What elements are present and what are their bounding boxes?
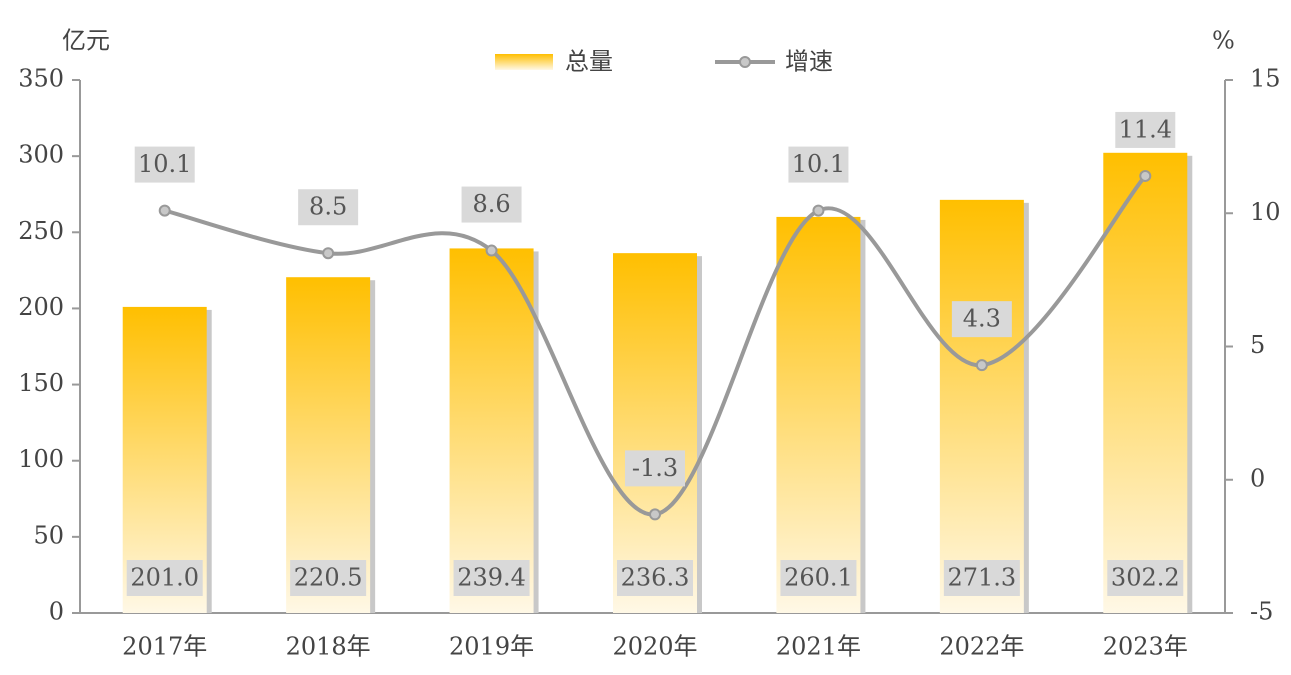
- y-tick-label: 50: [33, 521, 64, 549]
- y-tick-label: 100: [18, 445, 64, 473]
- bar-value-label: 201.0: [130, 564, 199, 592]
- line-marker: [812, 204, 825, 217]
- legend-label: 增速: [785, 48, 833, 76]
- y2-tick-label: -5: [1250, 598, 1273, 626]
- bar-value-label-box: [453, 560, 530, 596]
- y-tick-label: 0: [49, 598, 64, 626]
- line-value-label: 4.3: [963, 305, 1001, 333]
- line-value-label-box: [625, 450, 685, 487]
- bar-value-label: 260.1: [784, 564, 853, 592]
- bar-value-label: 302.2: [1111, 564, 1180, 592]
- line-marker: [158, 204, 171, 217]
- x-tick-label: 2023年: [1103, 633, 1188, 661]
- bar-value-label: 220.5: [294, 564, 363, 592]
- line-marker: [1139, 169, 1152, 182]
- y-tick-label: 200: [18, 293, 64, 321]
- y-tick-label: 150: [18, 369, 64, 397]
- legend-label: 总量: [565, 48, 613, 76]
- bar-value-label-box: [780, 560, 857, 596]
- bar-value-label-box: [1107, 560, 1184, 596]
- line-value-label: 10.1: [138, 150, 191, 178]
- line-value-label-box: [788, 146, 849, 183]
- line-value-label: -1.3: [632, 454, 678, 482]
- bar-value-label: 236.3: [621, 564, 690, 592]
- bar-value-label: 239.4: [457, 564, 526, 592]
- y2-tick-label: 0: [1250, 464, 1265, 492]
- bar: [1103, 152, 1188, 613]
- bar-value-label-box: [126, 560, 203, 596]
- y-tick-label: 250: [18, 217, 64, 245]
- bar: [449, 248, 534, 614]
- line-value-label: 8.5: [309, 193, 347, 221]
- x-tick-label: 2019年: [449, 633, 534, 661]
- line-marker: [322, 247, 335, 260]
- y2-tick-label: 10: [1250, 198, 1281, 226]
- x-tick-label: 2020年: [612, 633, 697, 661]
- bar: [613, 253, 697, 613]
- line-value-label-box: [1115, 111, 1176, 148]
- y-tick-label: 350: [18, 65, 64, 93]
- x-tick-label: 2021年: [776, 633, 861, 661]
- x-tick-label: 2017年: [122, 633, 207, 661]
- line-marker: [649, 508, 661, 521]
- line-value-label-box: [134, 146, 195, 183]
- legend-swatch: [495, 54, 553, 70]
- bar-value-label-box: [617, 560, 693, 596]
- y-tick-label: 300: [18, 141, 64, 169]
- line-value-label-box: [951, 301, 1012, 338]
- line-marker: [975, 359, 988, 372]
- line-value-label: 8.6: [472, 190, 510, 218]
- bar-value-label-box: [943, 560, 1020, 596]
- y2-axis-label: %: [1212, 27, 1235, 55]
- line-value-label: 10.1: [792, 150, 845, 178]
- x-tick-label: 2022年: [939, 633, 1024, 661]
- line-marker: [485, 244, 498, 257]
- bar: [776, 216, 861, 614]
- y-axis-label: 亿元: [62, 27, 110, 55]
- bar: [286, 277, 371, 613]
- y2-tick-label: 5: [1250, 331, 1265, 359]
- line-value-label: 11.4: [1119, 115, 1172, 143]
- x-tick-label: 2018年: [286, 633, 371, 661]
- bar-value-label: 271.3: [947, 564, 1016, 592]
- line-value-label-box: [298, 189, 359, 226]
- line-value-label-box: [461, 186, 522, 223]
- bar: [939, 199, 1024, 613]
- y2-tick-label: 15: [1250, 65, 1281, 93]
- legend-marker: [739, 56, 751, 68]
- bar-value-label-box: [290, 560, 367, 596]
